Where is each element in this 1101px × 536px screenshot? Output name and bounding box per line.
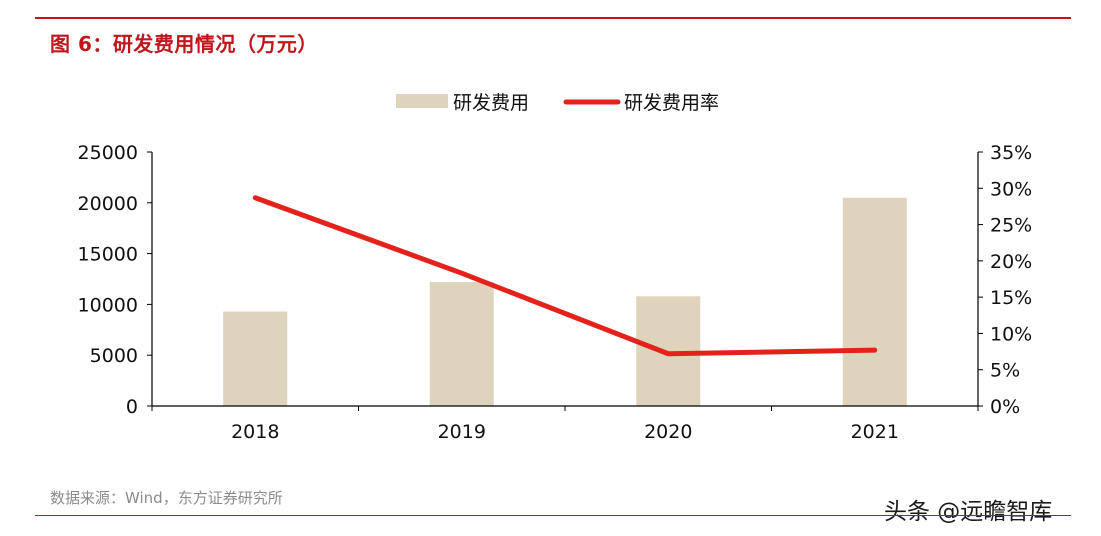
left-tick-label: 25000	[78, 142, 138, 164]
top-rule	[35, 17, 1071, 19]
x-tick-label: 2019	[438, 421, 486, 443]
legend-label-line: 研发费用率	[624, 92, 719, 114]
x-tick-label: 2020	[644, 421, 692, 443]
bar-2021	[842, 197, 907, 406]
source-note: 数据来源：Wind，东方证券研究所	[50, 489, 283, 507]
bottom-rule	[35, 515, 1071, 516]
bars-group	[223, 197, 907, 406]
right-tick-label: 30%	[990, 178, 1032, 200]
bar-2018	[223, 311, 288, 406]
right-tick-label: 0%	[990, 396, 1020, 418]
right-tick-label: 35%	[990, 142, 1032, 164]
chart-title: 图 6：研发费用情况（万元）	[50, 32, 318, 56]
left-tick-label: 15000	[78, 244, 138, 266]
x-tick-label: 2021	[851, 421, 899, 443]
right-tick-label: 15%	[990, 287, 1032, 309]
left-tick-label: 0	[126, 396, 138, 418]
x-tick-label: 2018	[231, 421, 279, 443]
legend-label-bar: 研发费用	[453, 92, 529, 114]
right-tick-label: 10%	[990, 323, 1032, 345]
legend: 研发费用 研发费用率	[396, 92, 719, 114]
legend-swatch-bar	[396, 94, 448, 108]
right-tick-label: 5%	[990, 360, 1020, 382]
axes-group: 0 5000 10000 15000 20000 25000 0% 5% 10% 15% 20% 25…	[78, 142, 1033, 443]
right-tick-label: 25%	[990, 215, 1032, 237]
left-tick-label: 5000	[90, 345, 138, 367]
watermark: 头条 @远瞻智库	[884, 499, 1053, 525]
line-研发费用率	[252, 195, 878, 357]
left-tick-label: 20000	[78, 193, 138, 215]
line-group	[252, 195, 878, 357]
left-tick-label: 10000	[78, 294, 138, 316]
right-tick-label: 20%	[990, 251, 1032, 273]
bar-2019	[429, 282, 494, 406]
